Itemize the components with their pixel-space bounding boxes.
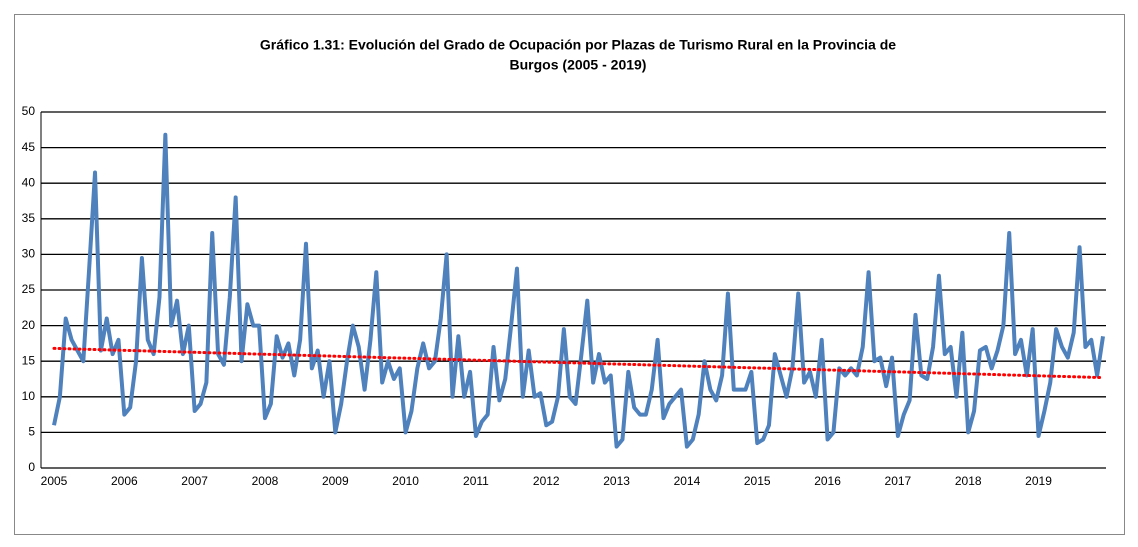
x-tick-label: 2011 — [463, 474, 489, 488]
y-tick-label: 35 — [22, 211, 36, 225]
x-tick-label: 2016 — [814, 474, 841, 488]
y-tick-label: 0 — [28, 460, 35, 474]
y-tick-label: 5 — [28, 425, 35, 439]
x-tick-label: 2007 — [181, 474, 208, 488]
x-tick-label: 2013 — [603, 474, 630, 488]
trend-line — [52, 346, 1105, 380]
y-tick-label: 50 — [22, 104, 36, 118]
chart-title: Gráfico 1.31: Evolución del Grado de Ocu… — [260, 37, 896, 53]
x-tick-label: 2005 — [41, 474, 68, 488]
chart-title: Burgos (2005 - 2019) — [510, 57, 647, 73]
y-tick-label: 40 — [22, 175, 36, 189]
chart-frame — [14, 14, 1125, 535]
y-tick-label: 15 — [22, 353, 36, 367]
x-tick-label: 2019 — [1025, 474, 1052, 488]
y-tick-label: 20 — [22, 318, 36, 332]
x-tick-label: 2015 — [744, 474, 771, 488]
y-tick-label: 10 — [22, 389, 36, 403]
y-tick-label: 30 — [22, 247, 36, 261]
x-tick-label: 2009 — [322, 474, 349, 488]
x-tick-label: 2010 — [392, 474, 419, 488]
x-tick-label: 2014 — [674, 474, 701, 488]
x-tick-label: 2012 — [533, 474, 560, 488]
y-tick-label: 25 — [22, 282, 36, 296]
y-tick-label: 45 — [22, 140, 36, 154]
x-tick-label: 2008 — [252, 474, 279, 488]
x-tick-label: 2017 — [885, 474, 912, 488]
x-tick-label: 2018 — [955, 474, 982, 488]
x-tick-label: 2006 — [111, 474, 138, 488]
